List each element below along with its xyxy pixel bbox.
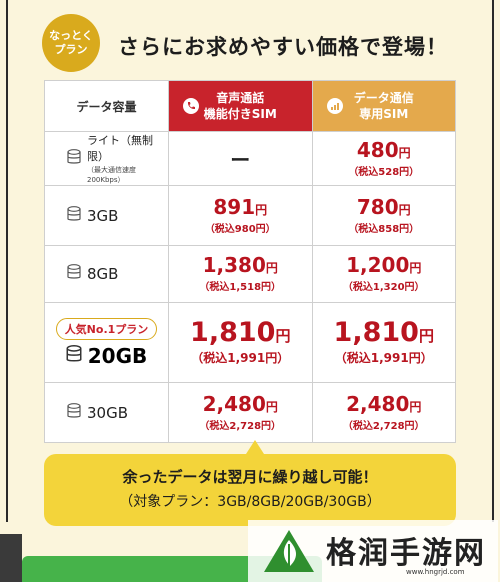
price-tax: （税込858円） — [348, 223, 420, 235]
price-main: 1,200 — [346, 253, 410, 277]
database-icon — [67, 402, 81, 423]
voice-price-8gb: 1,380円 （税込1,518円） — [168, 245, 313, 303]
price-table: データ容量 音声通話 機能付きSIM データ通信 専用SIM ライト（無制限） … — [44, 80, 456, 443]
note-target-plans: （対象プラン：3GB/8GB/20GB/30GB） — [119, 494, 381, 510]
price-tax: （税込2,728円） — [199, 420, 282, 432]
watermark-url: www.hngrjd.com — [406, 568, 465, 576]
capacity-20gb: 20GB — [87, 343, 148, 368]
capacity-lite-sub: （最大通信速度200Kbps） — [87, 166, 136, 184]
database-icon — [67, 148, 81, 169]
price-yen: 円 — [255, 202, 268, 217]
price-main: 780 — [356, 194, 399, 219]
rollover-note: 余ったデータは翌月に繰り越し可能！ （対象プラン：3GB/8GB/20GB/30… — [44, 454, 456, 526]
left-border — [6, 0, 8, 522]
capacity-lite: ライト（無制限） — [87, 134, 153, 163]
capacity-8gb: 8GB — [87, 265, 119, 283]
watermark-text: 格润手游网 — [326, 536, 486, 571]
data-price-30gb: 2,480円 （税込2,728円） — [311, 382, 456, 443]
database-icon — [66, 344, 82, 367]
row-8gb-label: 8GB — [44, 245, 169, 303]
note-pointer — [246, 440, 264, 454]
data-price-8gb: 1,200円 （税込1,320円） — [311, 245, 456, 303]
row-lite-label: ライト（無制限） （最大通信速度200Kbps） — [44, 131, 169, 186]
price-main: 2,480 — [346, 391, 410, 416]
header-voice-label: 音声通話 機能付きSIM — [203, 90, 277, 121]
capacity-30gb: 30GB — [87, 403, 129, 422]
table-row: 3GB 891円 （税込980円） 780円 （税込858円） — [44, 185, 456, 246]
header-data-label: データ通信 専用SIM — [353, 90, 414, 121]
note-headline: 余ったデータは翌月に繰り越し可能！ — [122, 468, 378, 486]
header-data-sim: データ通信 専用SIM — [311, 80, 456, 132]
header-voice-sim: 音声通話 機能付きSIM — [168, 80, 313, 132]
price-tax: （税込1,518円） — [199, 282, 282, 293]
price-tax: （税込1,991円） — [334, 351, 433, 366]
price-yen: 円 — [265, 399, 278, 414]
price-tax: （税込980円） — [204, 223, 276, 235]
price-tax: （税込2,728円） — [342, 420, 425, 432]
database-icon — [67, 264, 81, 284]
price-yen: 円 — [409, 261, 422, 275]
data-price-20gb: 1,810円 （税込1,991円） — [311, 302, 456, 383]
right-border — [492, 0, 494, 522]
plan-badge: なっとく プラン — [42, 14, 100, 72]
signal-icon — [326, 98, 343, 114]
database-icon — [67, 205, 81, 226]
price-tax: （税込1,991円） — [191, 351, 290, 366]
data-price-lite: 480円 （税込528円） — [311, 131, 456, 186]
row-30gb-label: 30GB — [44, 382, 169, 443]
table-row: 人気No.1プラン 20GB 1,810円 （税込1,991円） 1,810円 … — [44, 302, 456, 383]
bottom-dark-bar — [0, 534, 22, 582]
site-watermark: 格润手游网 www.hngrjd.com — [248, 520, 498, 582]
voice-price-3gb: 891円 （税込980円） — [168, 185, 313, 246]
leaf-logo-icon — [260, 526, 318, 580]
voice-price-lite: ー — [168, 131, 313, 186]
table-row: ライト（無制限） （最大通信速度200Kbps） ー 480円 （税込528円） — [44, 131, 456, 186]
price-yen: 円 — [409, 399, 422, 414]
price-main: 1,810 — [333, 316, 419, 348]
price-main: 1,380 — [202, 253, 266, 277]
price-yen: 円 — [398, 145, 411, 160]
voice-price-30gb: 2,480円 （税込2,728円） — [168, 382, 313, 443]
data-price-3gb: 780円 （税込858円） — [311, 185, 456, 246]
popular-plan-tag: 人気No.1プラン — [55, 317, 158, 340]
price-main: 480 — [356, 137, 399, 162]
row-20gb-label: 人気No.1プラン 20GB — [44, 302, 169, 383]
headline: さらにお求めやすい価格で登場！ — [118, 35, 448, 59]
price-yen: 円 — [418, 326, 434, 345]
price-tax: （税込528円） — [348, 166, 420, 178]
price-yen: 円 — [398, 202, 411, 217]
price-yen: 円 — [265, 261, 278, 275]
phone-icon — [183, 98, 199, 114]
price-yen: 円 — [275, 326, 291, 345]
row-3gb-label: 3GB — [44, 185, 169, 246]
table-header-row: データ容量 音声通話 機能付きSIM データ通信 専用SIM — [44, 80, 456, 132]
header-capacity: データ容量 — [44, 80, 169, 132]
price-tax: （税込1,320円） — [342, 282, 425, 293]
not-available-dash: ー — [230, 148, 251, 172]
price-main: 2,480 — [202, 391, 266, 416]
price-main: 891 — [213, 194, 256, 219]
capacity-3gb: 3GB — [87, 206, 119, 225]
table-row: 30GB 2,480円 （税込2,728円） 2,480円 （税込2,728円） — [44, 382, 456, 443]
voice-price-20gb: 1,810円 （税込1,991円） — [168, 302, 313, 383]
price-main: 1,810 — [190, 316, 276, 348]
table-row: 8GB 1,380円 （税込1,518円） 1,200円 （税込1,320円） — [44, 245, 456, 303]
